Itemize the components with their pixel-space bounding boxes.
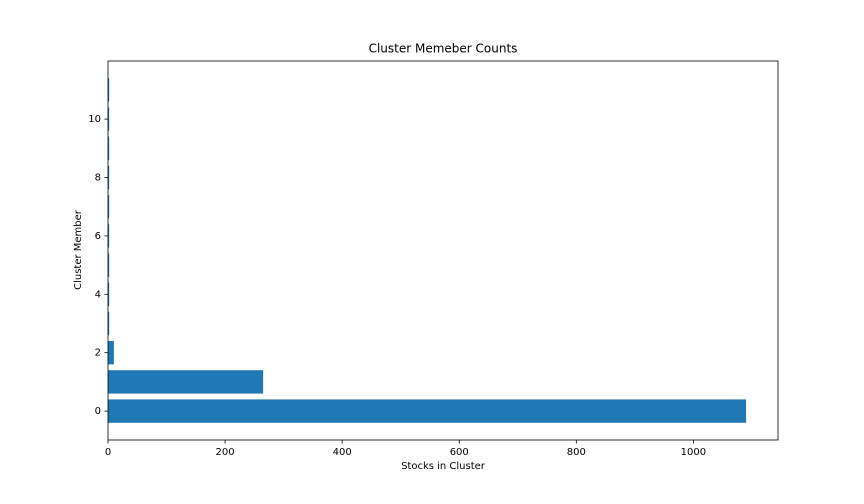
x-axis-label: Stocks in Cluster [401, 461, 486, 472]
bar [108, 224, 110, 248]
y-tick-label: 4 [95, 289, 101, 300]
plot-frame [107, 60, 779, 441]
y-tick-label: 6 [95, 231, 101, 242]
chart-title: Cluster Memeber Counts [369, 42, 518, 56]
y-tick-label: 10 [88, 114, 101, 125]
y-tick-label: 2 [95, 348, 101, 359]
bar [108, 370, 264, 394]
bar [108, 165, 110, 190]
x-tick-label: 1000 [681, 447, 706, 458]
bar [108, 311, 110, 336]
bar [108, 136, 110, 160]
bar [108, 78, 110, 102]
bar [108, 253, 110, 277]
x-tick-label: 800 [567, 447, 586, 458]
y-tick-label: 0 [95, 406, 101, 417]
x-tick-label: 400 [333, 447, 352, 458]
x-tick-label: 200 [216, 447, 235, 458]
bar [108, 341, 114, 365]
bar [108, 107, 110, 131]
bar [108, 282, 110, 306]
x-tick-label: 600 [450, 447, 469, 458]
bar [108, 399, 747, 423]
y-axis-label: Cluster Member [73, 209, 84, 290]
bar [108, 195, 110, 219]
y-tick-label: 8 [95, 173, 101, 184]
x-tick-label: 0 [105, 447, 111, 458]
